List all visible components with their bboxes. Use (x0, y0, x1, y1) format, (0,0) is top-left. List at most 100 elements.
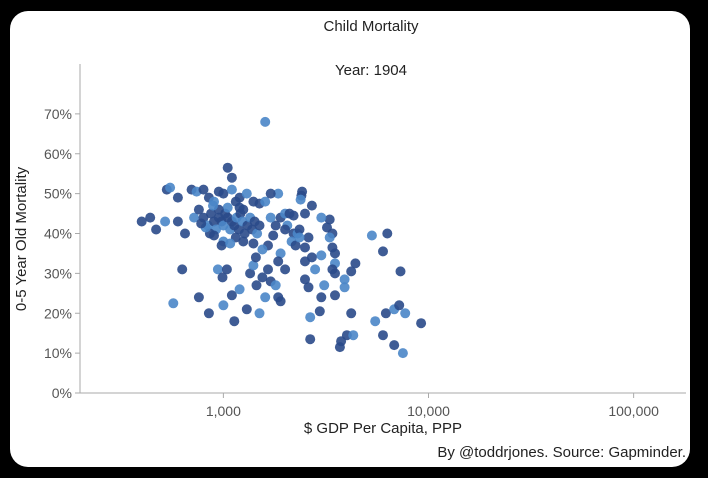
data-point (290, 240, 301, 251)
data-point (265, 212, 276, 223)
data-point (330, 290, 340, 301)
data-point (280, 264, 291, 275)
y-tick-label: 60% (44, 146, 72, 162)
x-tick-label: 10,000 (407, 403, 450, 419)
source-credit: By @toddrjones. Source: Gapminder. (437, 444, 686, 461)
data-points (136, 116, 427, 359)
data-point (265, 188, 276, 199)
data-point (339, 274, 350, 285)
data-point (145, 212, 156, 223)
data-point (275, 296, 286, 307)
x-axis-ticks: 1,000 10,000 100,000 (206, 393, 659, 419)
data-point (366, 230, 377, 241)
data-point (151, 224, 162, 235)
data-point (203, 308, 214, 319)
data-point (370, 316, 381, 327)
data-point (300, 256, 310, 267)
data-point (206, 208, 216, 219)
y-axis-label: 0-5 Year Old Mortality (13, 166, 30, 311)
data-point (334, 342, 345, 353)
data-point (294, 224, 305, 235)
data-point (234, 202, 245, 213)
data-point (245, 268, 256, 279)
x-tick-label: 1,000 (206, 403, 241, 419)
data-point (324, 232, 335, 243)
data-point (241, 304, 252, 315)
y-tick-label: 10% (44, 345, 72, 361)
chart-frame: Child Mortality Year: 1904 0% 10% 20% 30% 40… (10, 11, 690, 467)
chart-title: Child Mortality (323, 18, 419, 35)
data-point (208, 200, 218, 211)
data-point (346, 308, 357, 319)
data-point (172, 192, 183, 203)
data-point (300, 242, 310, 253)
data-point (310, 264, 321, 275)
data-point (295, 194, 306, 205)
y-axis-ticks: 0% 10% 20% 30% 40% 50% 60% 70% (44, 106, 80, 401)
data-point (189, 212, 200, 223)
y-tick-label: 50% (44, 186, 72, 202)
data-point (263, 264, 273, 275)
x-axis-label: $ GDP Per Capita, PPP (304, 420, 462, 437)
data-point (193, 204, 204, 215)
data-point (330, 248, 340, 259)
data-point (395, 266, 406, 277)
data-point (257, 244, 268, 255)
data-point (254, 220, 265, 231)
data-point (160, 216, 171, 227)
y-tick-label: 20% (44, 305, 72, 321)
data-point (268, 230, 279, 241)
data-point (303, 282, 314, 293)
data-point (193, 292, 204, 303)
data-point (196, 218, 207, 229)
data-point (257, 272, 268, 283)
data-point (270, 280, 281, 291)
data-point (300, 274, 310, 285)
data-point (305, 334, 316, 345)
data-point (397, 348, 408, 359)
data-point (248, 238, 259, 249)
data-point (216, 240, 227, 251)
data-point (380, 308, 391, 319)
chart-subtitle: Year: 1904 (335, 62, 407, 79)
data-point (339, 282, 350, 293)
data-point (394, 300, 405, 311)
data-point (306, 200, 317, 211)
data-point (400, 308, 411, 319)
data-point (238, 236, 249, 247)
data-point (378, 246, 388, 257)
data-point (250, 252, 261, 263)
data-point (217, 272, 228, 283)
data-point (284, 208, 295, 219)
data-point (346, 266, 357, 277)
data-point (225, 238, 236, 249)
data-point (222, 202, 233, 213)
data-point (416, 318, 427, 329)
scatter-chart: Child Mortality Year: 1904 0% 10% 20% 30% 40… (13, 18, 686, 461)
data-point (260, 116, 271, 127)
data-point (294, 232, 305, 243)
data-point (234, 284, 245, 295)
data-point (180, 228, 190, 239)
data-point (260, 292, 271, 303)
data-point (273, 188, 284, 199)
data-point (314, 306, 325, 317)
data-point (350, 258, 361, 269)
data-point (348, 330, 359, 341)
data-point (136, 216, 147, 227)
data-point (324, 214, 335, 225)
data-point (273, 256, 284, 267)
data-point (218, 300, 229, 311)
data-point (252, 228, 263, 239)
y-tick-label: 70% (44, 106, 72, 122)
data-point (270, 220, 281, 231)
data-point (305, 312, 316, 323)
data-point (168, 298, 179, 309)
data-point (378, 330, 388, 341)
data-point (226, 184, 237, 195)
data-point (229, 316, 240, 327)
data-point (239, 228, 250, 239)
data-point (389, 340, 400, 351)
data-point (198, 184, 209, 195)
data-point (218, 188, 229, 199)
